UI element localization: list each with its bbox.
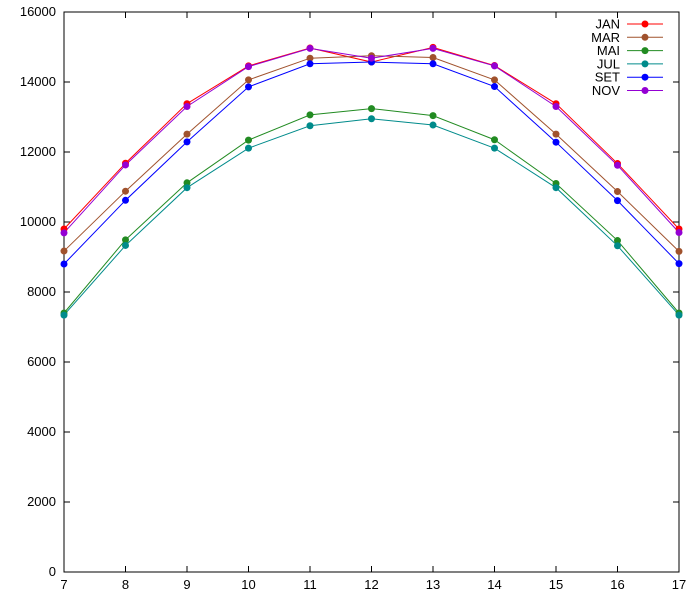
data-point-jul [306,122,314,130]
data-point-mar [491,76,498,84]
data-point-nov [429,44,437,52]
y-tick-label: 2000 [27,494,56,509]
series-lines [63,46,680,316]
data-point-set [491,83,498,91]
data-point-set [122,196,129,204]
legend-marker-jan [641,20,649,28]
legend-marker-jul [641,60,649,68]
data-point-mai [368,105,375,113]
data-point-nov [675,229,683,236]
series-line-nov [63,47,680,234]
data-point-mai [614,237,621,245]
legend-marker-set [641,73,649,81]
x-tick-label: 13 [426,577,440,592]
data-point-set [60,260,68,268]
data-point-nov [245,63,252,71]
data-point-jul [60,311,68,319]
data-point-mar [552,130,560,138]
legend-label-nov: NOV [592,83,621,98]
data-point-mar [306,54,314,62]
data-point-mar [122,187,129,195]
series-line-mar [63,55,680,252]
data-point-mai [491,136,498,144]
x-tick-label: 11 [303,577,317,592]
data-point-jul [368,115,375,123]
data-point-nov [614,161,621,169]
data-point-mar [429,54,437,61]
data-point-set [245,83,252,91]
legend-label-mai: MAI [597,43,620,58]
data-point-jul [614,242,621,250]
y-tick-label: 16000 [20,4,56,19]
data-point-nov [122,161,129,169]
y-tick-label: 10000 [20,214,56,229]
x-tick-label: 14 [487,577,501,592]
data-point-nov [306,44,314,52]
data-point-set [183,138,191,146]
data-point-mar [614,188,621,196]
x-tick-label: 17 [672,577,686,592]
data-point-jul [429,121,437,129]
data-point-set [429,60,437,68]
data-point-mar [245,76,252,84]
y-tick-label: 14000 [20,74,56,89]
data-point-jul [245,144,252,152]
data-point-mai [429,112,437,120]
data-point-jul [675,311,683,319]
data-point-jul [122,241,129,249]
data-point-set [552,138,560,146]
legend-label-jan: JAN [595,17,620,32]
legend-marker-nov [641,87,649,94]
y-tick-label: 4000 [27,424,56,439]
data-point-mai [306,111,314,119]
x-tick-label: 16 [610,577,624,592]
data-point-set [675,260,683,268]
data-point-nov [552,103,560,110]
x-tick-label: 7 [60,577,67,592]
plot-area-frame [63,11,680,573]
data-point-mar [60,247,68,255]
legend-marker-mai [641,47,649,55]
data-point-nov [60,229,68,237]
series-line-mai [63,108,680,314]
y-tick-label: 8000 [27,284,56,299]
x-axis: 7 8 9 10 11 12 13 14 15 16 17 [60,12,686,592]
legend-label-mar: MAR [591,30,620,45]
data-point-set [306,60,314,68]
legend-label-set: SET [595,70,620,85]
y-tick-label: 6000 [27,354,56,369]
x-tick-label: 10 [241,577,255,592]
data-point-nov [491,62,498,70]
x-tick-label: 9 [183,577,190,592]
x-tick-label: 8 [122,577,129,592]
data-point-mai [122,236,129,244]
y-tick-label: 0 [49,564,56,579]
data-point-mar [675,247,683,255]
y-tick-label: 12000 [20,144,56,159]
data-point-mai [183,179,191,187]
series-line-jan [63,46,680,230]
data-point-set [614,197,621,205]
series-line-jul [63,118,680,316]
x-tick-label: 12 [364,577,378,592]
series-points [60,43,683,319]
data-point-jul [183,184,191,192]
data-point-nov [183,103,191,110]
y-axis: 0 2000 4000 6000 8000 10000 12000 14000 16000 [20,4,679,579]
legend-marker-mar [641,33,649,41]
data-point-nov [368,54,375,62]
data-point-jul [491,144,498,152]
data-point-mar [183,130,191,138]
data-point-jul [552,184,560,192]
data-point-mai [245,136,252,144]
legend-label-jul: JUL [597,56,620,71]
x-tick-label: 15 [549,577,563,592]
